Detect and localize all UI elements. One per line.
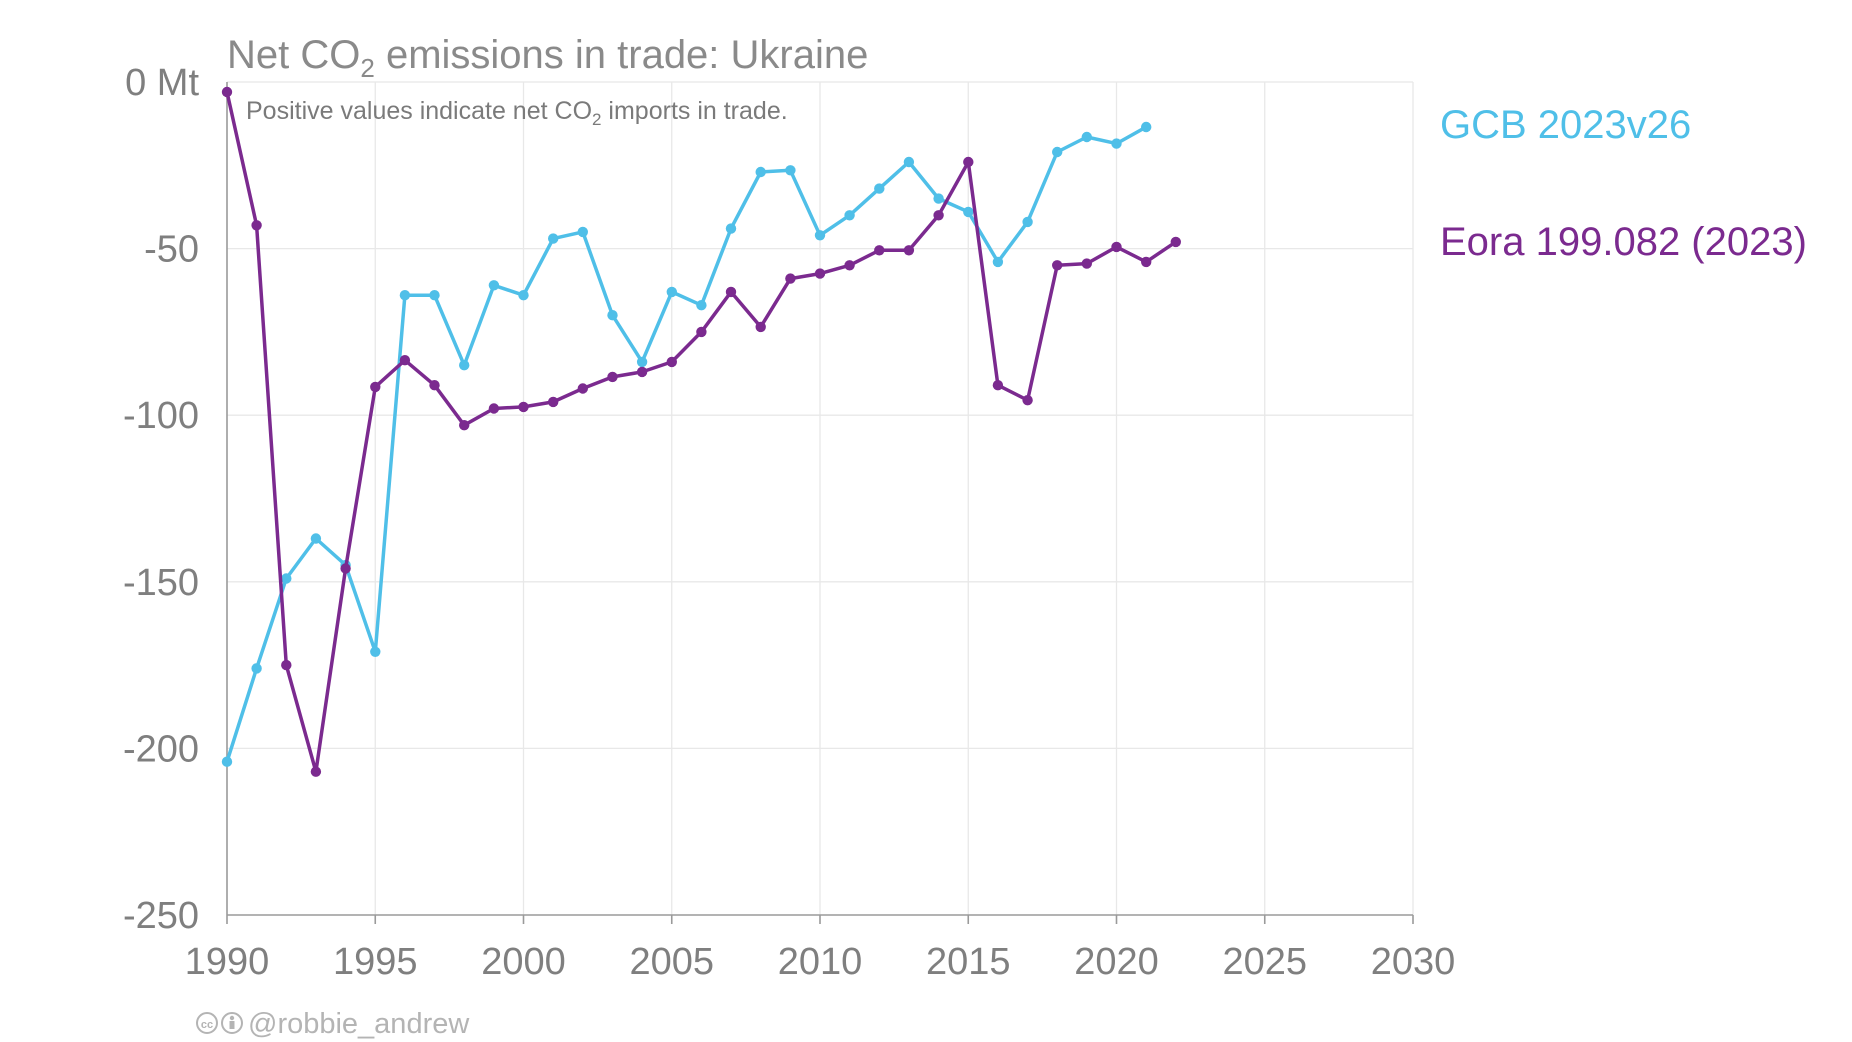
data-point	[548, 396, 559, 408]
data-point	[281, 659, 292, 671]
x-tick-label: 1995	[333, 941, 418, 983]
data-point	[725, 223, 737, 234]
x-tick-label: 2030	[1371, 941, 1456, 983]
data-point	[1111, 241, 1122, 253]
attribution-icon-head	[229, 1015, 235, 1021]
data-point	[814, 268, 826, 279]
data-point	[963, 206, 974, 218]
data-point	[903, 245, 915, 256]
legend: GCB 2023v26 Eora 199.082 (2023)	[1440, 103, 1807, 264]
y-tick-label: 0 Mt	[125, 62, 199, 104]
data-point	[607, 310, 618, 321]
data-point	[1081, 258, 1093, 269]
data-point	[221, 756, 233, 767]
data-point	[933, 193, 944, 204]
data-point	[1141, 256, 1152, 268]
grid	[227, 81, 1414, 915]
data-point	[992, 380, 1004, 391]
x-tick-label: 2010	[778, 941, 863, 983]
data-point	[933, 210, 944, 221]
x-tick-label: 2000	[481, 941, 566, 983]
series-line	[225, 90, 1178, 774]
series-gcb-2023v26	[221, 121, 1152, 767]
data-point	[696, 300, 707, 311]
data-point	[370, 381, 381, 393]
data-point	[785, 165, 796, 176]
legend-label-eora-199-082-2023: Eora 199.082 (2023)	[1440, 220, 1807, 264]
data-point	[755, 321, 766, 333]
attribution-icon-body	[229, 1021, 235, 1029]
credit: cc @robbie_andrew	[196, 1008, 470, 1040]
series-layer	[221, 86, 1182, 777]
y-tick-label: -50	[144, 229, 199, 271]
data-point	[1052, 146, 1063, 158]
data-point	[666, 356, 677, 368]
data-point	[399, 355, 411, 366]
data-point	[488, 280, 500, 291]
legend-label-gcb-2023v26: GCB 2023v26	[1440, 103, 1691, 147]
data-point	[963, 156, 974, 168]
data-point	[903, 156, 915, 168]
y-tick-label: -200	[123, 728, 199, 770]
data-point	[251, 663, 262, 674]
data-point	[518, 290, 529, 301]
data-point	[844, 260, 855, 271]
data-point	[399, 290, 411, 301]
data-point	[992, 256, 1004, 268]
chart-subtitle: Positive values indicate net CO2 imports…	[246, 97, 788, 129]
data-point	[340, 563, 351, 574]
data-point	[577, 383, 588, 394]
credit-handle: @robbie_andrew	[248, 1008, 470, 1040]
data-point	[874, 245, 885, 256]
data-point	[1022, 395, 1033, 406]
data-point	[310, 766, 322, 777]
data-point	[785, 273, 796, 284]
data-point	[488, 403, 500, 414]
x-tick-label: 2005	[629, 941, 714, 983]
data-point	[1052, 260, 1063, 271]
data-point	[251, 220, 262, 231]
data-point	[429, 380, 440, 391]
data-point	[607, 371, 618, 383]
data-point	[666, 286, 677, 298]
data-point	[548, 233, 559, 244]
data-point	[1081, 131, 1093, 143]
data-point	[281, 573, 292, 584]
x-tick-label: 2020	[1074, 941, 1159, 983]
data-point	[370, 646, 381, 657]
data-point	[429, 290, 440, 301]
y-tick-label: -150	[123, 562, 199, 604]
y-tick-label: -250	[123, 895, 199, 937]
cc-icon-label: cc	[201, 1019, 213, 1031]
data-point	[874, 183, 885, 194]
x-tick-label: 2025	[1222, 941, 1307, 983]
data-point	[1022, 216, 1033, 228]
data-point	[459, 420, 470, 431]
data-point	[1170, 236, 1182, 248]
data-point	[725, 286, 737, 298]
data-point	[636, 356, 648, 368]
series-eora-199-082-2023	[221, 86, 1182, 777]
data-point	[636, 366, 648, 378]
x-tick-label: 2015	[926, 941, 1011, 983]
data-point	[1141, 121, 1152, 133]
series-line	[225, 125, 1148, 764]
cc-icon	[196, 1012, 218, 1034]
data-point	[755, 166, 766, 178]
data-point	[221, 86, 233, 98]
data-point	[814, 230, 826, 241]
data-point	[1111, 138, 1122, 149]
data-point	[518, 401, 529, 413]
x-tick-label: 1990	[185, 941, 270, 983]
data-point	[844, 210, 855, 221]
data-point	[577, 226, 588, 238]
data-point	[696, 326, 707, 338]
data-point	[310, 533, 322, 544]
y-tick-label: -100	[123, 395, 199, 437]
chart-title: Net CO2 emissions in trade: Ukraine	[227, 33, 868, 83]
data-point	[459, 360, 470, 371]
attribution-icon	[221, 1012, 243, 1034]
